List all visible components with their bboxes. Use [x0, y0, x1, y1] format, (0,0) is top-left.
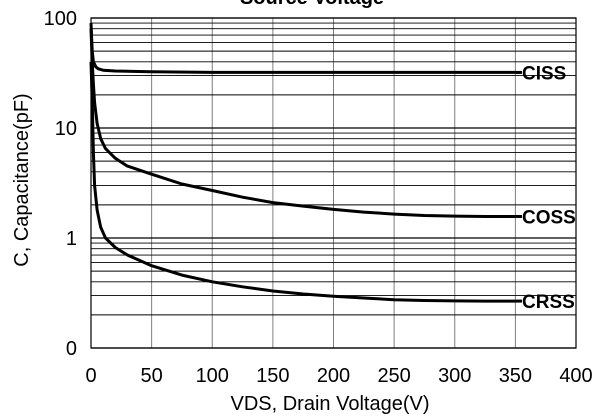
series-lines	[89, 22, 522, 303]
x-tick-label: 400	[559, 365, 592, 387]
y-axis-label: C, Capacitance(pF)	[11, 93, 33, 266]
x-tick-label: 100	[196, 365, 229, 387]
series-labels: CISS COSS CRSS	[522, 63, 576, 313]
plot-border	[90, 17, 577, 349]
y-tick-label: 10	[55, 118, 77, 140]
series-line-crss	[89, 61, 516, 303]
x-axis-label: VDS, Drain Voltage(V)	[231, 393, 430, 415]
x-tick-label: 250	[377, 365, 410, 387]
x-tick-label: 200	[317, 365, 350, 387]
x-tick-label: 350	[499, 365, 532, 387]
y-tick-label: 1	[66, 228, 77, 250]
series-line-ciss	[89, 22, 516, 74]
x-tick-label: 150	[256, 365, 289, 387]
y-tick-label: 100	[44, 8, 77, 30]
series-line-coss	[89, 28, 516, 218]
x-tick-label: 300	[438, 365, 471, 387]
series-label-crss: CRSS	[522, 292, 575, 313]
series-label-coss: COSS	[522, 207, 576, 228]
series-label-ciss: CISS	[522, 63, 566, 84]
chart-title: Source Voltage	[240, 0, 384, 9]
y-tick-label: 0	[66, 338, 77, 360]
x-tick-label: 0	[85, 365, 96, 387]
x-tick-label: 50	[141, 365, 163, 387]
